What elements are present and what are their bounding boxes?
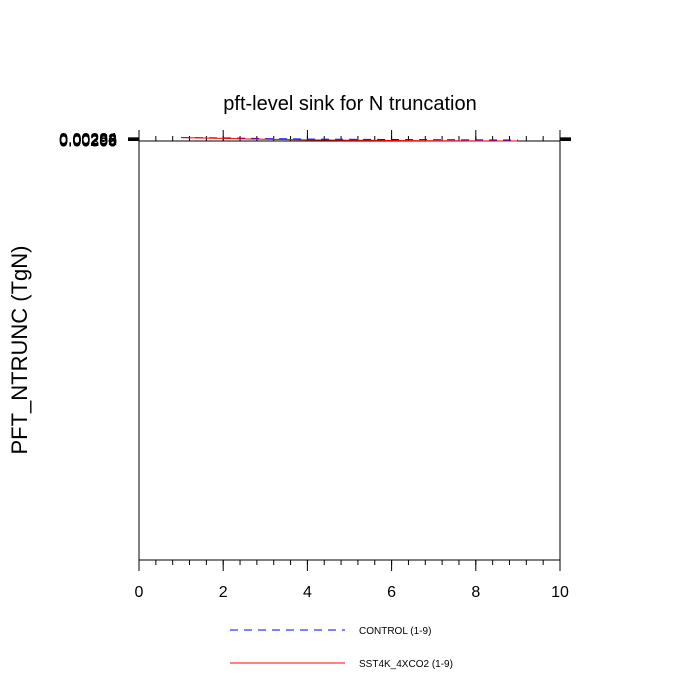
- x-tick-label: 2: [219, 584, 228, 601]
- plot-area: 0 2 4 6 8 10 0.002840.002880.002920.002960.003…: [59, 130, 571, 601]
- x-tick-label: 8: [471, 584, 480, 601]
- plot-frame: [138, 140, 561, 561]
- series-line-2: [181, 137, 518, 142]
- x-tick-label: 0: [135, 584, 144, 601]
- legend-label-2: SST4K_4XCO2 (1-9): [359, 659, 453, 670]
- y-tick-label: 0.00288: [59, 132, 117, 149]
- y-tick-label: 0.00296: [59, 133, 117, 150]
- x-tick-label: 10: [551, 584, 569, 601]
- y-axis-label: PFT_NTRUNC (TgN): [7, 246, 32, 455]
- legend: CONTROL (1-9) SST4K_4XCO2 (1-9): [230, 626, 453, 670]
- legend-label-1: CONTROL (1-9): [359, 626, 431, 637]
- chart-title: pft-level sink for N truncation: [223, 93, 476, 115]
- y-tick-label: 0.00284: [59, 131, 117, 148]
- y-tick-label: 0.00292: [59, 132, 117, 149]
- y-tick-label: 0.00300: [59, 134, 117, 151]
- x-tick-label: 6: [387, 584, 396, 601]
- x-tick-label: 4: [303, 584, 312, 601]
- series-line-1: [181, 137, 518, 141]
